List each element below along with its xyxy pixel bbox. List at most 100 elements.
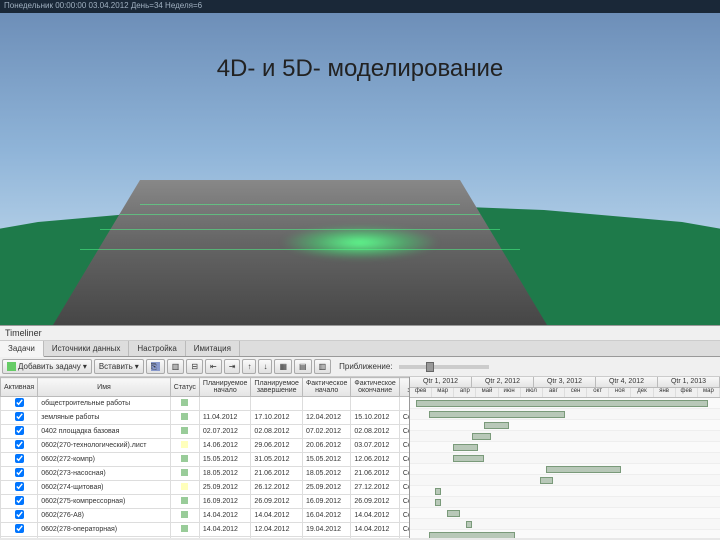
tool-button[interactable]: ▤ — [294, 359, 312, 374]
gantt-bar[interactable] — [447, 510, 459, 517]
gantt-row — [410, 508, 720, 519]
zoom-slider[interactable] — [399, 365, 489, 369]
task-row[interactable]: общестроительные работы — [1, 397, 411, 411]
task-row[interactable]: 0602(275-компрессорная) 16.09.201226.09.… — [1, 495, 411, 509]
quarter-header: Qtr 2, 2012 — [472, 377, 534, 387]
task-row[interactable]: земляные работы 11.04.201217.10.201212.0… — [1, 411, 411, 425]
timeliner-panel: Timeliner Задачи Источники данных Настро… — [0, 325, 720, 540]
column-header[interactable]: Фактическое начало — [302, 378, 350, 397]
active-checkbox[interactable] — [15, 468, 24, 477]
task-row[interactable]: 0602(279-операторная) 07.05.201214.05.20… — [1, 537, 411, 539]
status-icon — [181, 525, 188, 532]
task-row[interactable]: 0402 площадка базовая 02.07.201202.08.20… — [1, 425, 411, 439]
active-checkbox[interactable] — [15, 426, 24, 435]
active-checkbox[interactable] — [15, 510, 24, 519]
task-name: 0602(270-технологический).лист — [38, 439, 171, 453]
gantt-bar[interactable] — [435, 488, 441, 495]
gantt-row — [410, 442, 720, 453]
task-name: 0602(273-насосная) — [38, 467, 171, 481]
task-name: земляные работы — [38, 411, 171, 425]
column-header[interactable]: Активная — [1, 378, 38, 397]
quarter-header: Qtr 3, 2012 — [534, 377, 596, 387]
status-icon — [181, 497, 188, 504]
gantt-bar[interactable] — [429, 411, 565, 418]
status-icon — [181, 399, 188, 406]
toolbar: Добавить задачу▾ Вставить▾ ⎘ ▥ ⊟ ⇤ ⇥ ↑ ↓… — [0, 357, 720, 377]
gantt-row — [410, 398, 720, 409]
tab-datasources[interactable]: Источники данных — [44, 341, 130, 356]
status-icon — [181, 511, 188, 518]
gantt-bar[interactable] — [466, 521, 472, 528]
task-row[interactable]: 0602(274-щитовая) 25.09.201226.12.201225… — [1, 481, 411, 495]
status-icon — [181, 441, 188, 448]
month-header: мар — [432, 388, 454, 397]
gantt-bar[interactable] — [484, 422, 509, 429]
active-checkbox[interactable] — [15, 482, 24, 491]
month-header: ноя — [609, 388, 631, 397]
task-row[interactable]: 0602(270-технологический).лист 14.06.201… — [1, 439, 411, 453]
gantt-chart[interactable]: Qtr 1, 2012Qtr 2, 2012Qtr 3, 2012Qtr 4, … — [410, 377, 720, 538]
gantt-bar[interactable] — [435, 499, 441, 506]
month-header: апр — [454, 388, 476, 397]
insert-button[interactable]: Вставить▾ — [94, 359, 144, 374]
gantt-row — [410, 497, 720, 508]
active-checkbox[interactable] — [15, 496, 24, 505]
tool-button[interactable]: ▦ — [274, 359, 292, 374]
task-row[interactable]: 0602(272-компр) 15.05.201231.05.201215.0… — [1, 453, 411, 467]
active-checkbox[interactable] — [15, 524, 24, 533]
attach-icon: ⎘ — [151, 362, 160, 371]
move-up-button[interactable]: ↑ — [242, 359, 256, 374]
column-header[interactable]: Планируемое завершение — [251, 378, 303, 397]
move-down-button[interactable]: ↓ — [258, 359, 272, 374]
indent-left-button[interactable]: ⇤ — [205, 359, 222, 374]
attach-button[interactable]: ⎘ — [146, 359, 165, 374]
task-grid[interactable]: АктивнаяИмяСтатусПланируемое началоПлани… — [0, 377, 410, 538]
task-row[interactable]: 0602(278-операторная) 14.04.201212.04.20… — [1, 523, 411, 537]
3d-viewport[interactable] — [0, 0, 720, 330]
quarter-header: Qtr 1, 2013 — [658, 377, 720, 387]
month-header: окт — [587, 388, 609, 397]
tab-simulate[interactable]: Имитация — [186, 341, 240, 356]
task-name: общестроительные работы — [38, 397, 171, 411]
add-icon — [7, 362, 16, 371]
active-checkbox[interactable] — [15, 440, 24, 449]
panel-title: Timeliner — [0, 326, 720, 341]
column-header[interactable]: Статус — [170, 378, 199, 397]
month-header: май — [476, 388, 498, 397]
tool-button[interactable]: ▥ — [167, 359, 185, 374]
active-checkbox[interactable] — [15, 454, 24, 463]
indent-right-button[interactable]: ⇥ — [224, 359, 241, 374]
active-checkbox[interactable] — [15, 412, 24, 421]
task-row[interactable]: 0602(276-А8) 14.04.201214.04.201216.04.2… — [1, 509, 411, 523]
gantt-bar[interactable] — [429, 532, 516, 538]
gantt-row — [410, 420, 720, 431]
month-header: фев — [676, 388, 698, 397]
gantt-row — [410, 475, 720, 486]
gantt-bar[interactable] — [453, 455, 484, 462]
add-task-button[interactable]: Добавить задачу▾ — [2, 359, 92, 374]
column-header[interactable]: Планируемое начало — [199, 378, 251, 397]
tab-configure[interactable]: Настройка — [129, 341, 185, 356]
tool-button[interactable]: ▥ — [314, 359, 332, 374]
gantt-bar[interactable] — [472, 433, 491, 440]
tab-tasks[interactable]: Задачи — [0, 341, 44, 357]
gantt-row — [410, 530, 720, 538]
task-name: 0602(279-операторная) — [38, 537, 171, 539]
column-header[interactable]: Фактическое окончание — [351, 378, 399, 397]
task-row[interactable]: 0602(273-насосная) 18.05.201221.06.20121… — [1, 467, 411, 481]
month-header: июл — [521, 388, 543, 397]
month-header: июн — [499, 388, 521, 397]
gantt-bar[interactable] — [546, 466, 620, 473]
gantt-bar[interactable] — [453, 444, 478, 451]
tab-strip: Задачи Источники данных Настройка Имитац… — [0, 341, 720, 357]
status-icon — [181, 483, 188, 490]
gantt-bar[interactable] — [540, 477, 552, 484]
gantt-row — [410, 486, 720, 497]
column-header[interactable]: Имя — [38, 378, 171, 397]
active-checkbox[interactable] — [15, 398, 24, 407]
tool-button[interactable]: ⊟ — [186, 359, 203, 374]
gantt-bar[interactable] — [416, 400, 707, 407]
column-header[interactable]: Тип задачи — [399, 378, 410, 397]
gantt-row — [410, 409, 720, 420]
slide-heading: 4D- и 5D- моделирование — [0, 55, 720, 83]
